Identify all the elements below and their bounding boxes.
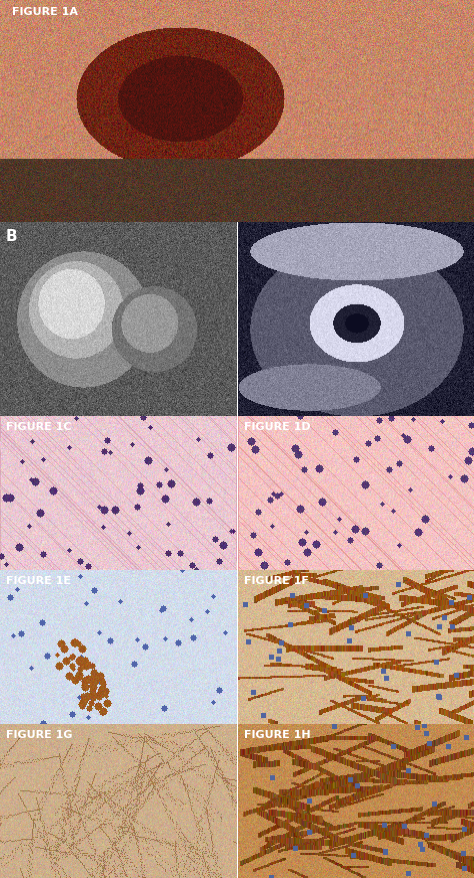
Text: FIGURE 1C: FIGURE 1C [6, 421, 72, 431]
Text: FIGURE 1H: FIGURE 1H [244, 729, 310, 738]
Text: FIGURE 1D: FIGURE 1D [244, 421, 310, 431]
Text: FIGURE 1G: FIGURE 1G [6, 729, 73, 738]
Text: B: B [6, 229, 18, 244]
Text: FIGURE 1E: FIGURE 1E [6, 575, 71, 585]
Text: FIGURE 1F: FIGURE 1F [244, 575, 309, 585]
Text: FIGURE 1A: FIGURE 1A [12, 7, 78, 17]
